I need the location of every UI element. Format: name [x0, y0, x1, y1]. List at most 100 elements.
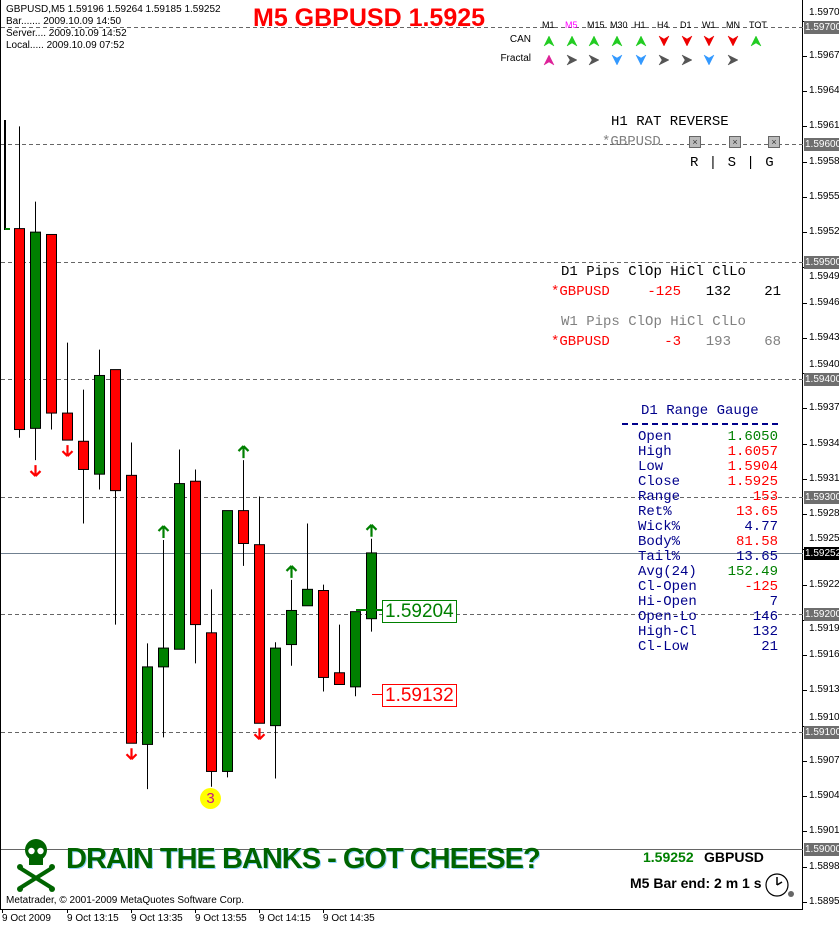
- candle: [94, 349, 105, 490]
- gauge-row: Avg(24) 152.49: [638, 565, 778, 580]
- gauge-label: Cl-Open: [638, 579, 697, 595]
- candle-body: [30, 231, 41, 429]
- level-price-box: 1.59600: [804, 138, 839, 151]
- gauge-value: 7: [769, 594, 778, 610]
- price-tick-label: 1.59435: [809, 331, 839, 343]
- candle-body: [302, 588, 313, 607]
- rat-title: H1 RAT REVERSE: [611, 114, 729, 130]
- chart-area[interactable]: [0, 0, 803, 910]
- fractal-down-arrow-icon: [253, 728, 266, 741]
- time-label: 9 Oct 13:35: [131, 913, 183, 924]
- price-tick-label: 1.59105: [809, 711, 839, 723]
- mtf-row-label: CAN: [509, 34, 531, 45]
- time-label: 9 Oct 13:15: [67, 913, 119, 924]
- candle: [110, 369, 121, 625]
- gauge-row: Wick% 4.77: [638, 520, 778, 535]
- gauge-row: Cl-Open -125: [638, 580, 778, 595]
- candle: [126, 442, 137, 744]
- gauge-label: Open: [638, 429, 672, 445]
- gauge-row: Cl-Low 21: [638, 640, 778, 655]
- candle-body: [126, 474, 137, 744]
- candle-body: [94, 374, 105, 475]
- fractal-up-arrow-icon: [157, 525, 170, 538]
- gauge-label: High-Cl: [638, 624, 697, 640]
- d1-pips-row: *GBPUSD -125 132 21: [551, 284, 781, 300]
- bar-end-timer: M5 Bar end: 2 m 1 s: [630, 875, 762, 891]
- candle-body: [286, 609, 297, 646]
- fractal-down-arrow-icon: [125, 748, 138, 761]
- price-tick-label: 1.59045: [809, 790, 839, 802]
- clock-icon: [765, 873, 794, 897]
- gauge-value: 1.5904: [727, 459, 778, 475]
- lower-price-label: 1.59132: [382, 684, 457, 707]
- gauge-label: Avg(24): [638, 564, 697, 580]
- price-tick-label: 1.59225: [809, 578, 839, 590]
- gauge-value: 132: [752, 624, 778, 640]
- price-tick-label: 1.59165: [809, 649, 839, 661]
- price-tick-label: 1.59555: [809, 190, 839, 202]
- price-tick-label: 1.59645: [809, 85, 839, 97]
- signal-down-arrow-icon: [635, 54, 647, 66]
- price-tick-label: 1.59195: [809, 623, 839, 634]
- gauge-row: Low 1.5904: [638, 460, 778, 475]
- candle: [286, 579, 297, 666]
- rat-s-box-icon: ×: [729, 136, 741, 148]
- level-price-box: 1.59400: [804, 373, 839, 386]
- rat-r-box-icon: ×: [689, 136, 701, 148]
- level-price-box: 1.59700: [804, 20, 839, 34]
- mtf-timeframe-h1: H1: [634, 20, 646, 30]
- gauge-title: D1 Range Gauge: [641, 403, 759, 419]
- price-tick-label: 1.59075: [809, 754, 839, 766]
- level-price-box: 1.59200: [804, 608, 839, 621]
- level-price-box: 1.59000: [804, 843, 839, 856]
- rat-symbol: *GBPUSD: [602, 134, 661, 150]
- gauge-label: Low: [638, 459, 664, 475]
- time-label: 9 Oct 13:55: [195, 913, 247, 924]
- gauge-label: Wick%: [638, 519, 681, 535]
- gauge-label: Open-Lo: [638, 609, 697, 625]
- signal-up-arrow-icon: [750, 35, 762, 47]
- mtf-timeframe-w1: W1: [702, 20, 716, 30]
- mtf-timeframe-mn: MN: [726, 20, 740, 30]
- candle-body: [190, 480, 201, 626]
- signal-right-arrow-icon: [588, 54, 600, 66]
- candle-body: [174, 483, 185, 650]
- gauge-label: Ret%: [638, 504, 672, 520]
- signal-up-arrow-icon: [588, 35, 600, 47]
- candle: [350, 611, 361, 697]
- skull-crossbones-icon: [17, 839, 55, 892]
- gauge-row: Close 1.5925: [638, 475, 778, 490]
- gauge-value: 1.5925: [727, 474, 778, 490]
- price-tick-label: 1.59345: [809, 437, 839, 449]
- local-time: Local..... 2009.10.09 07:52: [6, 40, 125, 51]
- gauge-row: Tail% 13.65: [638, 550, 778, 565]
- fractal-down-arrow-icon: [61, 445, 74, 457]
- gauge-label: Range: [638, 489, 681, 505]
- gauge-underline: [622, 423, 778, 425]
- candle-body: [222, 510, 233, 772]
- signal-up-arrow-icon: [543, 54, 555, 66]
- candle-body: [254, 544, 265, 724]
- candle: [334, 624, 345, 685]
- mtf-timeframe-h4: H4: [657, 20, 669, 30]
- gauge-label: Tail%: [638, 549, 681, 565]
- candle: [206, 589, 217, 787]
- level-price-box: 1.59100: [804, 725, 839, 739]
- candle: [238, 460, 249, 566]
- lower-label-connector: [372, 694, 383, 695]
- copyright: Metatrader, © 2001-2009 MetaQuotes Softw…: [6, 895, 245, 906]
- candle-body: [238, 510, 249, 545]
- level-price-box: 1.59300: [804, 490, 839, 504]
- candle: [302, 523, 313, 607]
- slogan: DRAIN THE BANKS - GOT CHEESE?: [66, 843, 541, 875]
- gauge-label: Hi-Open: [638, 594, 697, 610]
- candle-body: [318, 590, 329, 678]
- candle-body: [350, 611, 361, 688]
- candle-body: [206, 632, 217, 772]
- signal-up-arrow-icon: [566, 35, 578, 47]
- gauge-label: Cl-Low: [638, 639, 689, 655]
- gauge-value: 81.58: [735, 534, 778, 550]
- candle-body: [62, 412, 73, 441]
- price-tick-label: 1.58955: [809, 895, 839, 907]
